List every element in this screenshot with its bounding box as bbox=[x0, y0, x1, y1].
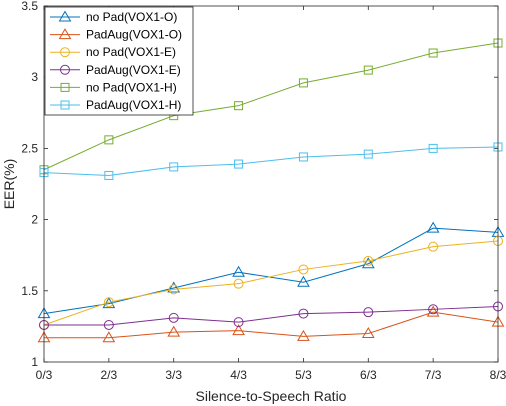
x-tick-label: 2/3 bbox=[101, 368, 118, 382]
data-point bbox=[104, 170, 114, 180]
data-point bbox=[298, 308, 309, 319]
data-point bbox=[233, 278, 244, 289]
series-line bbox=[43, 227, 499, 315]
data-point bbox=[232, 324, 245, 336]
legend-label: PadAug(VOX1-H) bbox=[86, 98, 181, 112]
data-point bbox=[297, 329, 310, 341]
ticks-layer: 0/3 2/3 3/3 4/3 5/3 6/3 7/3 8/3 1 1.5 2 2.5 3 3.5 bbox=[21, 0, 506, 382]
y-tick-label: 1 bbox=[31, 355, 38, 369]
data-point bbox=[104, 135, 114, 145]
data-point bbox=[298, 78, 308, 88]
legend-marker bbox=[58, 10, 72, 22]
x-tick-label: 7/3 bbox=[425, 368, 442, 382]
legend-marker bbox=[60, 100, 70, 110]
x-tick-label: 0/3 bbox=[36, 368, 53, 382]
data-point bbox=[428, 143, 438, 153]
series-5 bbox=[39, 142, 503, 180]
series-1 bbox=[37, 305, 505, 343]
data-point bbox=[168, 284, 179, 295]
legend-label: PadAug(VOX1-O) bbox=[86, 28, 182, 42]
series-line bbox=[43, 146, 499, 176]
data-point bbox=[428, 304, 439, 315]
data-point bbox=[426, 305, 440, 317]
legend-label: no Pad(VOX1-O) bbox=[86, 10, 177, 24]
data-point bbox=[426, 221, 440, 233]
y-tick-label: 3 bbox=[31, 70, 38, 84]
legend-label: no Pad(VOX1-H) bbox=[86, 80, 177, 94]
y-axis-title: EER(%) bbox=[1, 159, 17, 210]
y-tick-label: 3.5 bbox=[21, 0, 38, 13]
data-point bbox=[103, 319, 114, 330]
x-axis-title: Silence-to-Speech Ratio bbox=[196, 388, 347, 404]
data-point bbox=[363, 307, 374, 318]
legend-marker bbox=[58, 28, 72, 40]
data-point bbox=[103, 297, 114, 308]
data-point bbox=[234, 101, 244, 111]
series-line bbox=[43, 42, 499, 171]
data-point bbox=[167, 325, 181, 337]
legend-box bbox=[44, 6, 194, 116]
legend-marker bbox=[60, 82, 70, 92]
data-point bbox=[169, 162, 179, 172]
x-tick-label: 5/3 bbox=[295, 368, 312, 382]
data-point bbox=[428, 241, 439, 252]
data-point bbox=[233, 317, 244, 328]
y-tick-label: 2 bbox=[31, 213, 38, 227]
x-tick-label: 4/3 bbox=[230, 368, 247, 382]
data-point bbox=[363, 65, 373, 75]
legend-label: PadAug(VOX1-E) bbox=[86, 63, 181, 77]
data-point bbox=[363, 149, 373, 159]
data-point bbox=[102, 331, 116, 343]
legend-marker bbox=[60, 64, 70, 75]
plot-frame bbox=[43, 5, 499, 363]
data-point bbox=[428, 48, 438, 58]
data-point bbox=[297, 275, 310, 287]
series-layer bbox=[37, 38, 505, 343]
series-line bbox=[43, 240, 499, 326]
data-point bbox=[298, 264, 309, 275]
data-point bbox=[363, 255, 374, 266]
series-line bbox=[44, 311, 499, 339]
legend-label: no Pad(VOX1-E) bbox=[86, 45, 176, 59]
data-point bbox=[361, 257, 375, 269]
data-point bbox=[298, 152, 308, 162]
legend: no Pad(VOX1-O) PadAug(VOX1-O) no Pad(VOX1-… bbox=[44, 6, 194, 116]
y-tick-label: 1.5 bbox=[21, 284, 38, 298]
data-point bbox=[232, 265, 245, 277]
x-tick-label: 8/3 bbox=[490, 368, 506, 382]
x-tick-label: 6/3 bbox=[360, 368, 377, 382]
series-0 bbox=[37, 221, 505, 319]
data-point bbox=[168, 312, 179, 323]
data-point bbox=[167, 281, 181, 293]
x-tick-label: 3/3 bbox=[165, 368, 182, 382]
data-point bbox=[234, 159, 244, 169]
series-3 bbox=[39, 301, 503, 330]
legend-marker bbox=[60, 47, 70, 58]
series-line bbox=[44, 305, 499, 326]
data-point bbox=[361, 327, 375, 339]
y-tick-label: 2.5 bbox=[21, 141, 38, 155]
